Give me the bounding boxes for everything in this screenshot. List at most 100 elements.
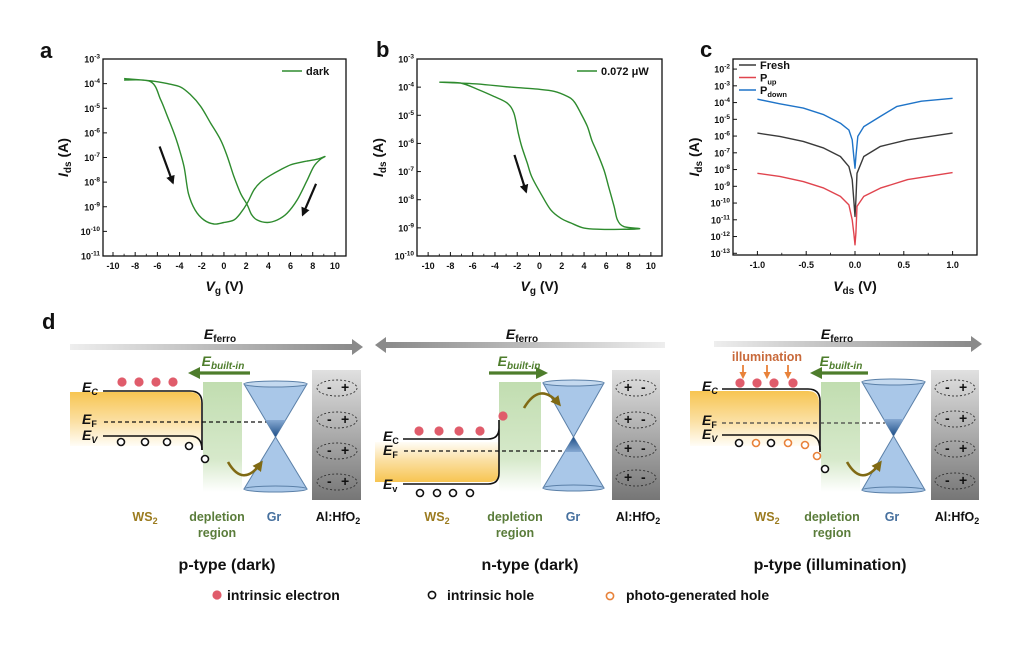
e-ferro-label: Eferro [821, 326, 853, 345]
x-axis-label: Vds (V) [833, 278, 877, 297]
band-diagram-n-type-dark: Eferro Ebuilt-in EC EF Ev [375, 326, 665, 540]
intrinsic-electron [788, 378, 798, 388]
svg-text:+: + [624, 440, 632, 456]
e-ferro-arrow [714, 336, 982, 352]
photo-generated-hole [783, 438, 793, 448]
x-tick-label: 0.0 [849, 260, 862, 270]
diagram-title-p-type-illumination: p-type (illumination) [754, 557, 907, 574]
svg-text:+: + [624, 411, 632, 427]
intrinsic-hole [766, 438, 776, 448]
intrinsic-electron [735, 378, 745, 388]
x-tick-label: -2 [198, 261, 206, 271]
chart-legend: 0.072 μW [577, 66, 649, 78]
charge-transfer-arrow [522, 392, 561, 409]
legend-item: Fresh [739, 60, 790, 72]
ev-label: EV [82, 427, 98, 445]
intrinsic-hole [820, 464, 830, 474]
y-tick-label: 10-2 [714, 64, 730, 75]
ec-label: EC [383, 428, 399, 446]
device-structure: Ebuilt-in illumination EC EF EV [690, 350, 979, 540]
e-builtin-arrow [188, 367, 250, 379]
y-axis-label: Ids (A) [686, 138, 705, 177]
y-tick-label: 10-10 [81, 226, 101, 237]
al-hfo2-ferroelectric: - + - + - + - + [931, 370, 979, 500]
svg-text:+: + [959, 440, 967, 456]
ev-label: EV [702, 426, 718, 444]
diagram-title-n-type-dark: n-type (dark) [482, 557, 579, 574]
intrinsic-holes [116, 437, 210, 464]
chart-panel-a-transfer-dark: -10 -8 -6 -4 -2 0 2 4 6 8 10 10-3 10-4 10-5 10-6 10-7 10… [55, 54, 347, 297]
legend-item-intrinsic-hole: intrinsic hole [427, 587, 534, 603]
e-builtin-arrow [489, 367, 548, 379]
plot-frame [732, 58, 978, 256]
y-axis-label: Ids (A) [370, 138, 389, 177]
photo-generated-hole [812, 451, 822, 461]
ec-label: EC [82, 379, 98, 397]
legend-item-photo-generated-hole: photo-generated hole [605, 587, 769, 603]
svg-text:-: - [327, 473, 332, 489]
x-tick-label: 10 [330, 261, 340, 271]
charge-transfer-arrow [226, 460, 263, 477]
x-tick-label: 6 [288, 261, 293, 271]
e-ferro-arrow [375, 337, 665, 353]
intrinsic-electron [414, 426, 424, 436]
panel-label-a: a [40, 38, 53, 63]
depletion-region [499, 382, 541, 492]
svg-text:+: + [341, 442, 349, 458]
y-tick-label: 10-3 [84, 54, 100, 65]
depletion-region [203, 382, 242, 492]
intrinsic-electrons [735, 378, 798, 388]
x-tick-label: 10 [646, 261, 656, 271]
x-tick-label: -2 [513, 261, 521, 271]
charge-transfer-arrow [845, 460, 882, 477]
x-tick-label: -8 [446, 261, 454, 271]
sweep-direction-arrow-icon [513, 154, 529, 194]
x-tick-label: -1.0 [750, 260, 766, 270]
x-tick-label: -8 [131, 261, 139, 271]
svg-text:-: - [327, 411, 332, 427]
legend-label: dark [306, 66, 330, 78]
dipole-charges: - + - + - + - + [945, 379, 967, 488]
ec-label: EC [702, 378, 718, 396]
y-tick-label: 10-4 [84, 78, 100, 89]
legend-label: 0.072 μW [601, 66, 649, 78]
legend-item: Pup [739, 73, 777, 87]
svg-text:-: - [945, 410, 950, 426]
dipole-charges: + - + - + - + - [624, 379, 646, 485]
x-axis-label: Vg (V) [520, 278, 558, 297]
y-tick-label: 10-7 [84, 152, 100, 163]
y-tick-label: 10-5 [714, 114, 730, 125]
series-line-fresh [757, 132, 953, 218]
sweep-direction-arrow-icon [301, 183, 318, 217]
conduction-band-line [103, 390, 203, 450]
e-ferro-label: Eferro [506, 326, 538, 345]
electron-marker-icon [212, 590, 222, 600]
panel-label-b: b [376, 37, 389, 62]
depletion-label: depletion [487, 510, 543, 524]
legend-item: dark [282, 66, 330, 78]
y-tick-label: 10-7 [714, 147, 730, 158]
y-tick-label: 10-13 [711, 248, 731, 259]
svg-text:-: - [327, 442, 332, 458]
x-tick-label: -6 [153, 261, 161, 271]
x-tick-label: 8 [310, 261, 315, 271]
svg-text:-: - [945, 440, 950, 456]
svg-text:+: + [959, 410, 967, 426]
ws2-band-fill [375, 442, 499, 482]
legend-item: 0.072 μW [577, 66, 649, 78]
intrinsic-hole [116, 437, 126, 447]
series-group [757, 97, 953, 246]
al-hfo2-label: Al:HfO2 [316, 510, 361, 526]
series-line-pdown [757, 97, 953, 169]
svg-text:+: + [341, 473, 349, 489]
legend-item-intrinsic-electron: intrinsic electron [212, 587, 340, 603]
region-label: region [813, 526, 851, 540]
x-tick-label: 4 [582, 261, 587, 271]
e-builtin-label: Ebuilt-in [202, 353, 245, 372]
x-axis-label: Vg (V) [205, 278, 243, 297]
svg-text:-: - [641, 469, 646, 485]
series-group [439, 81, 641, 231]
legend-label: Pup [760, 73, 777, 87]
y-tick-label: 10-10 [711, 198, 731, 209]
series-line-pup [757, 171, 953, 246]
